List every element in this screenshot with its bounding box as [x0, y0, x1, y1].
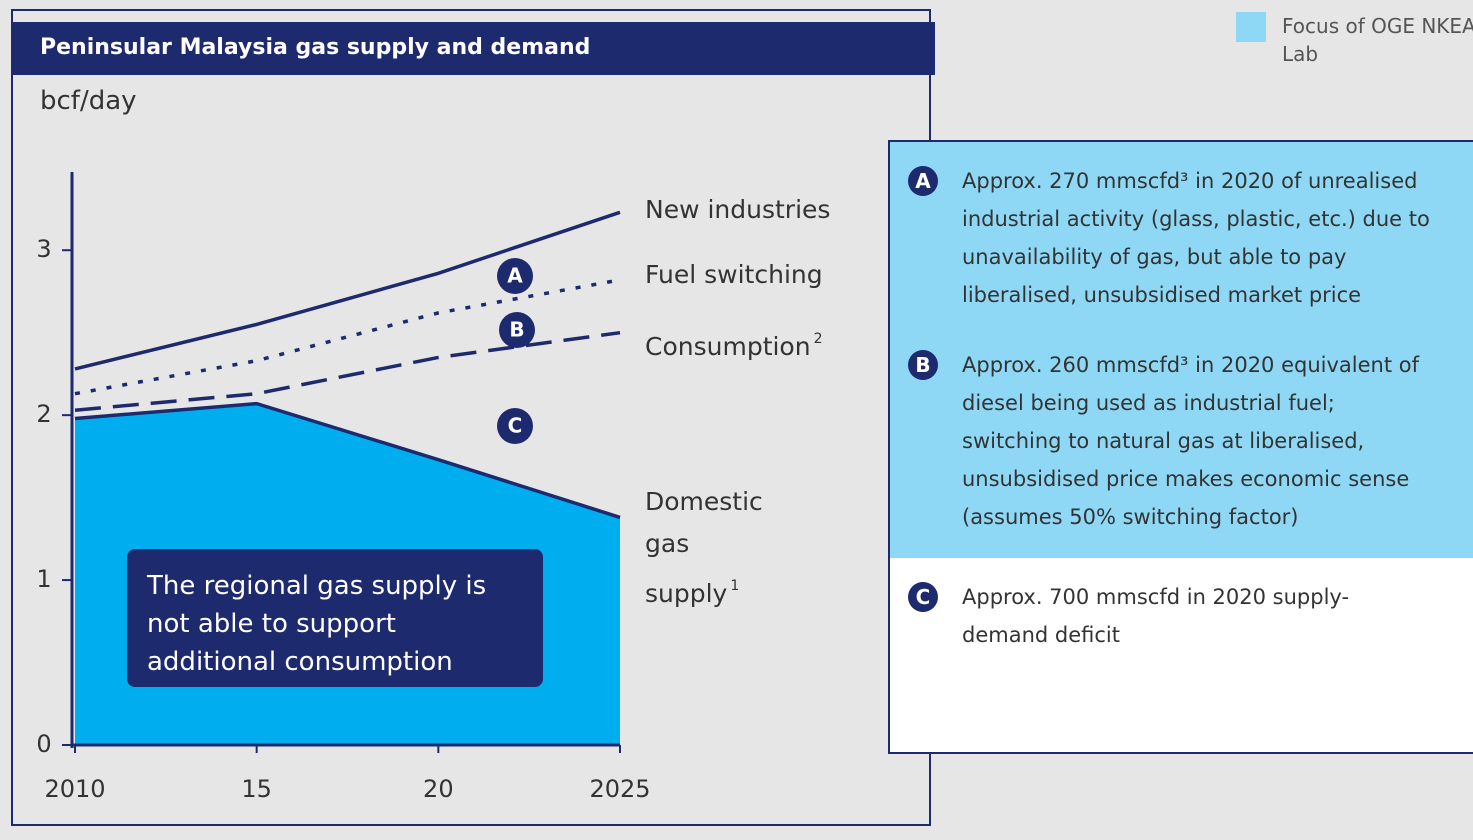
line: [74, 210, 621, 371]
note-text: Approx. 700 mmscfd in 2020 supply-demand…: [962, 585, 1350, 647]
marker: [497, 258, 533, 294]
note-badge: B: [908, 350, 938, 380]
note: C Approx. 700 mmscfd in 2020 supply-deman…: [890, 578, 1433, 654]
series-footnote: 1: [730, 578, 740, 594]
marker: [499, 312, 535, 348]
x-tick-label: 2025: [589, 775, 650, 803]
y-tick-label: 3: [36, 235, 51, 263]
series-label: New industries: [645, 189, 905, 231]
marker: [497, 408, 533, 444]
note-badge: A: [908, 166, 938, 196]
series-label: Consumption 2: [645, 318, 905, 368]
x-tick-label: 2010: [44, 775, 105, 803]
x-tick-label: 20: [423, 775, 454, 803]
series-label: Fuel switching: [645, 254, 905, 296]
note-text: Approx. 260 mmscfd³ in 2020 equivalent o…: [962, 353, 1419, 529]
series-footnote: 2: [813, 331, 823, 347]
marker-label: A: [507, 264, 523, 288]
notes-panel: A Approx. 270 mmscfd³ in 2020 of unrealis…: [888, 140, 1473, 754]
y-tick-label: 0: [36, 730, 51, 758]
title-bar: [12, 22, 935, 75]
note-badge: C: [908, 582, 938, 612]
callout: The regional gas supply is not able to s…: [127, 549, 543, 687]
note-section: C Approx. 700 mmscfd in 2020 supply-deman…: [890, 558, 1473, 662]
chart-title: Peninsular Malaysia gas supply and deman…: [40, 35, 590, 60]
note: A Approx. 270 mmscfd³ in 2020 of unrealis…: [890, 162, 1433, 314]
series-name: Consumption: [645, 332, 811, 361]
marker-label: C: [508, 414, 523, 438]
series-label: Domestic gas supply 1: [645, 481, 785, 615]
note: B Approx. 260 mmscfd³ in 2020 equivalent …: [890, 346, 1433, 536]
y-axis-label: bcf/day: [40, 86, 137, 116]
series-name: Domestic gas supply: [645, 487, 763, 608]
note-section: A Approx. 270 mmscfd³ in 2020 of unrealis…: [890, 142, 1473, 326]
line: [74, 401, 621, 520]
line: [74, 278, 621, 396]
note-text: Approx. 270 mmscfd³ in 2020 of unrealise…: [962, 169, 1430, 307]
x-tick-label: 15: [241, 775, 272, 803]
y-tick-label: 2: [36, 400, 51, 428]
legend-swatch: [1236, 12, 1266, 42]
series-name: New industries: [645, 195, 831, 224]
marker-label: B: [509, 318, 524, 342]
legend-label: Focus of OGE NKEA Lab: [1282, 14, 1473, 66]
series-name: Fuel switching: [645, 260, 823, 289]
y-tick-label: 1: [36, 565, 51, 593]
line: [74, 330, 621, 412]
note-section: B Approx. 260 mmscfd³ in 2020 equivalent …: [890, 326, 1473, 558]
legend: Focus of OGE NKEA Lab: [1236, 12, 1473, 68]
